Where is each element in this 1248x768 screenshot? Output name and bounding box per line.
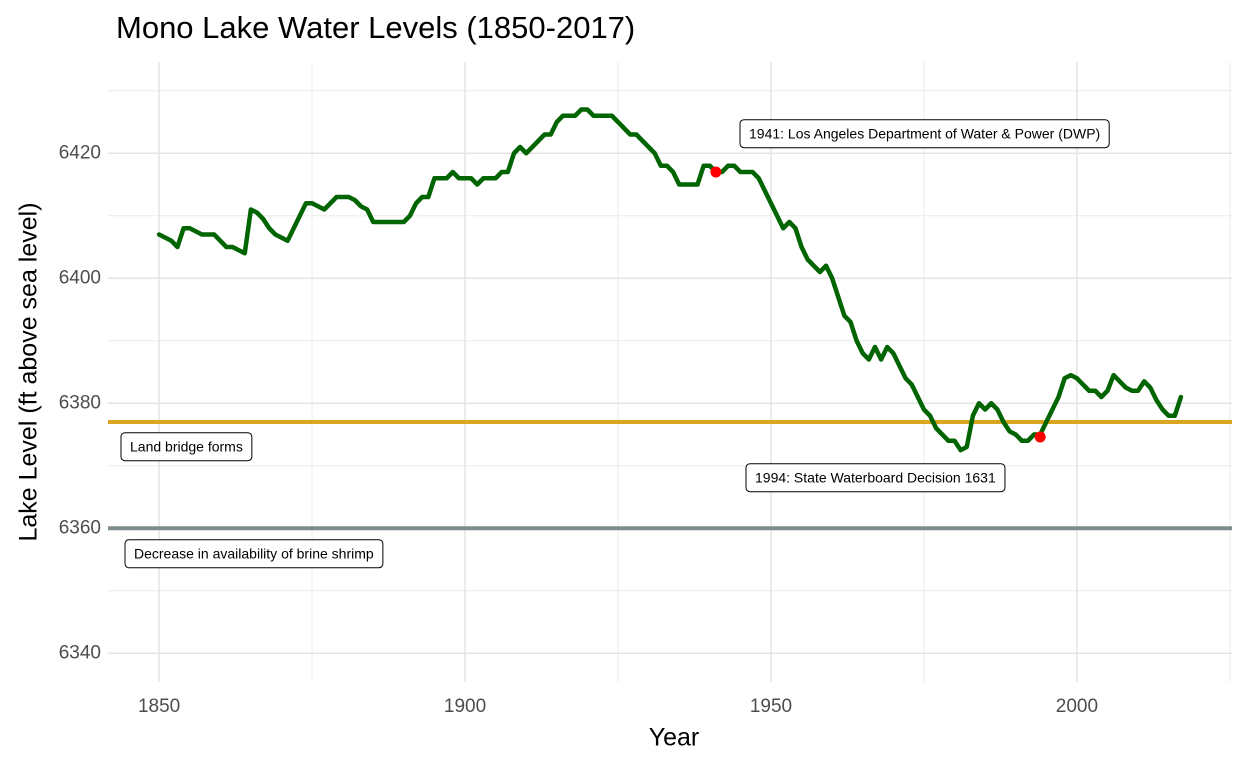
data-line: [156, 107, 1184, 453]
x-axis-title: Year: [649, 724, 700, 752]
annotation-label: Decrease in availability of brine shrimp: [134, 546, 374, 562]
annotation-box: [745, 463, 1006, 493]
y-axis-title: Lake Level (ft above sea level): [15, 202, 43, 541]
y-tick-label: 6420: [59, 142, 101, 163]
annotation-label: Land bridge forms: [130, 439, 243, 455]
y-tick-label: 6380: [59, 392, 101, 413]
annotation-label: 1941: Los Angeles Department of Water & …: [749, 126, 1100, 142]
annotation-box: [739, 119, 1110, 149]
x-tick-label: 2000: [1056, 696, 1098, 717]
annotation-box: [120, 432, 253, 462]
annotation-label: 1994: State Waterboard Decision 1631: [755, 470, 996, 486]
annotation-box: [124, 539, 384, 569]
chart-title: Mono Lake Water Levels (1850-2017): [116, 10, 635, 45]
x-tick-label: 1850: [138, 696, 180, 717]
x-tick-label: 1950: [750, 696, 792, 717]
highlight-point: [1034, 431, 1046, 443]
y-tick-label: 6400: [59, 267, 101, 288]
x-tick-label: 1900: [444, 696, 486, 717]
highlight-point: [710, 166, 722, 178]
y-tick-label: 6340: [59, 642, 101, 663]
y-tick-label: 6360: [59, 517, 101, 538]
